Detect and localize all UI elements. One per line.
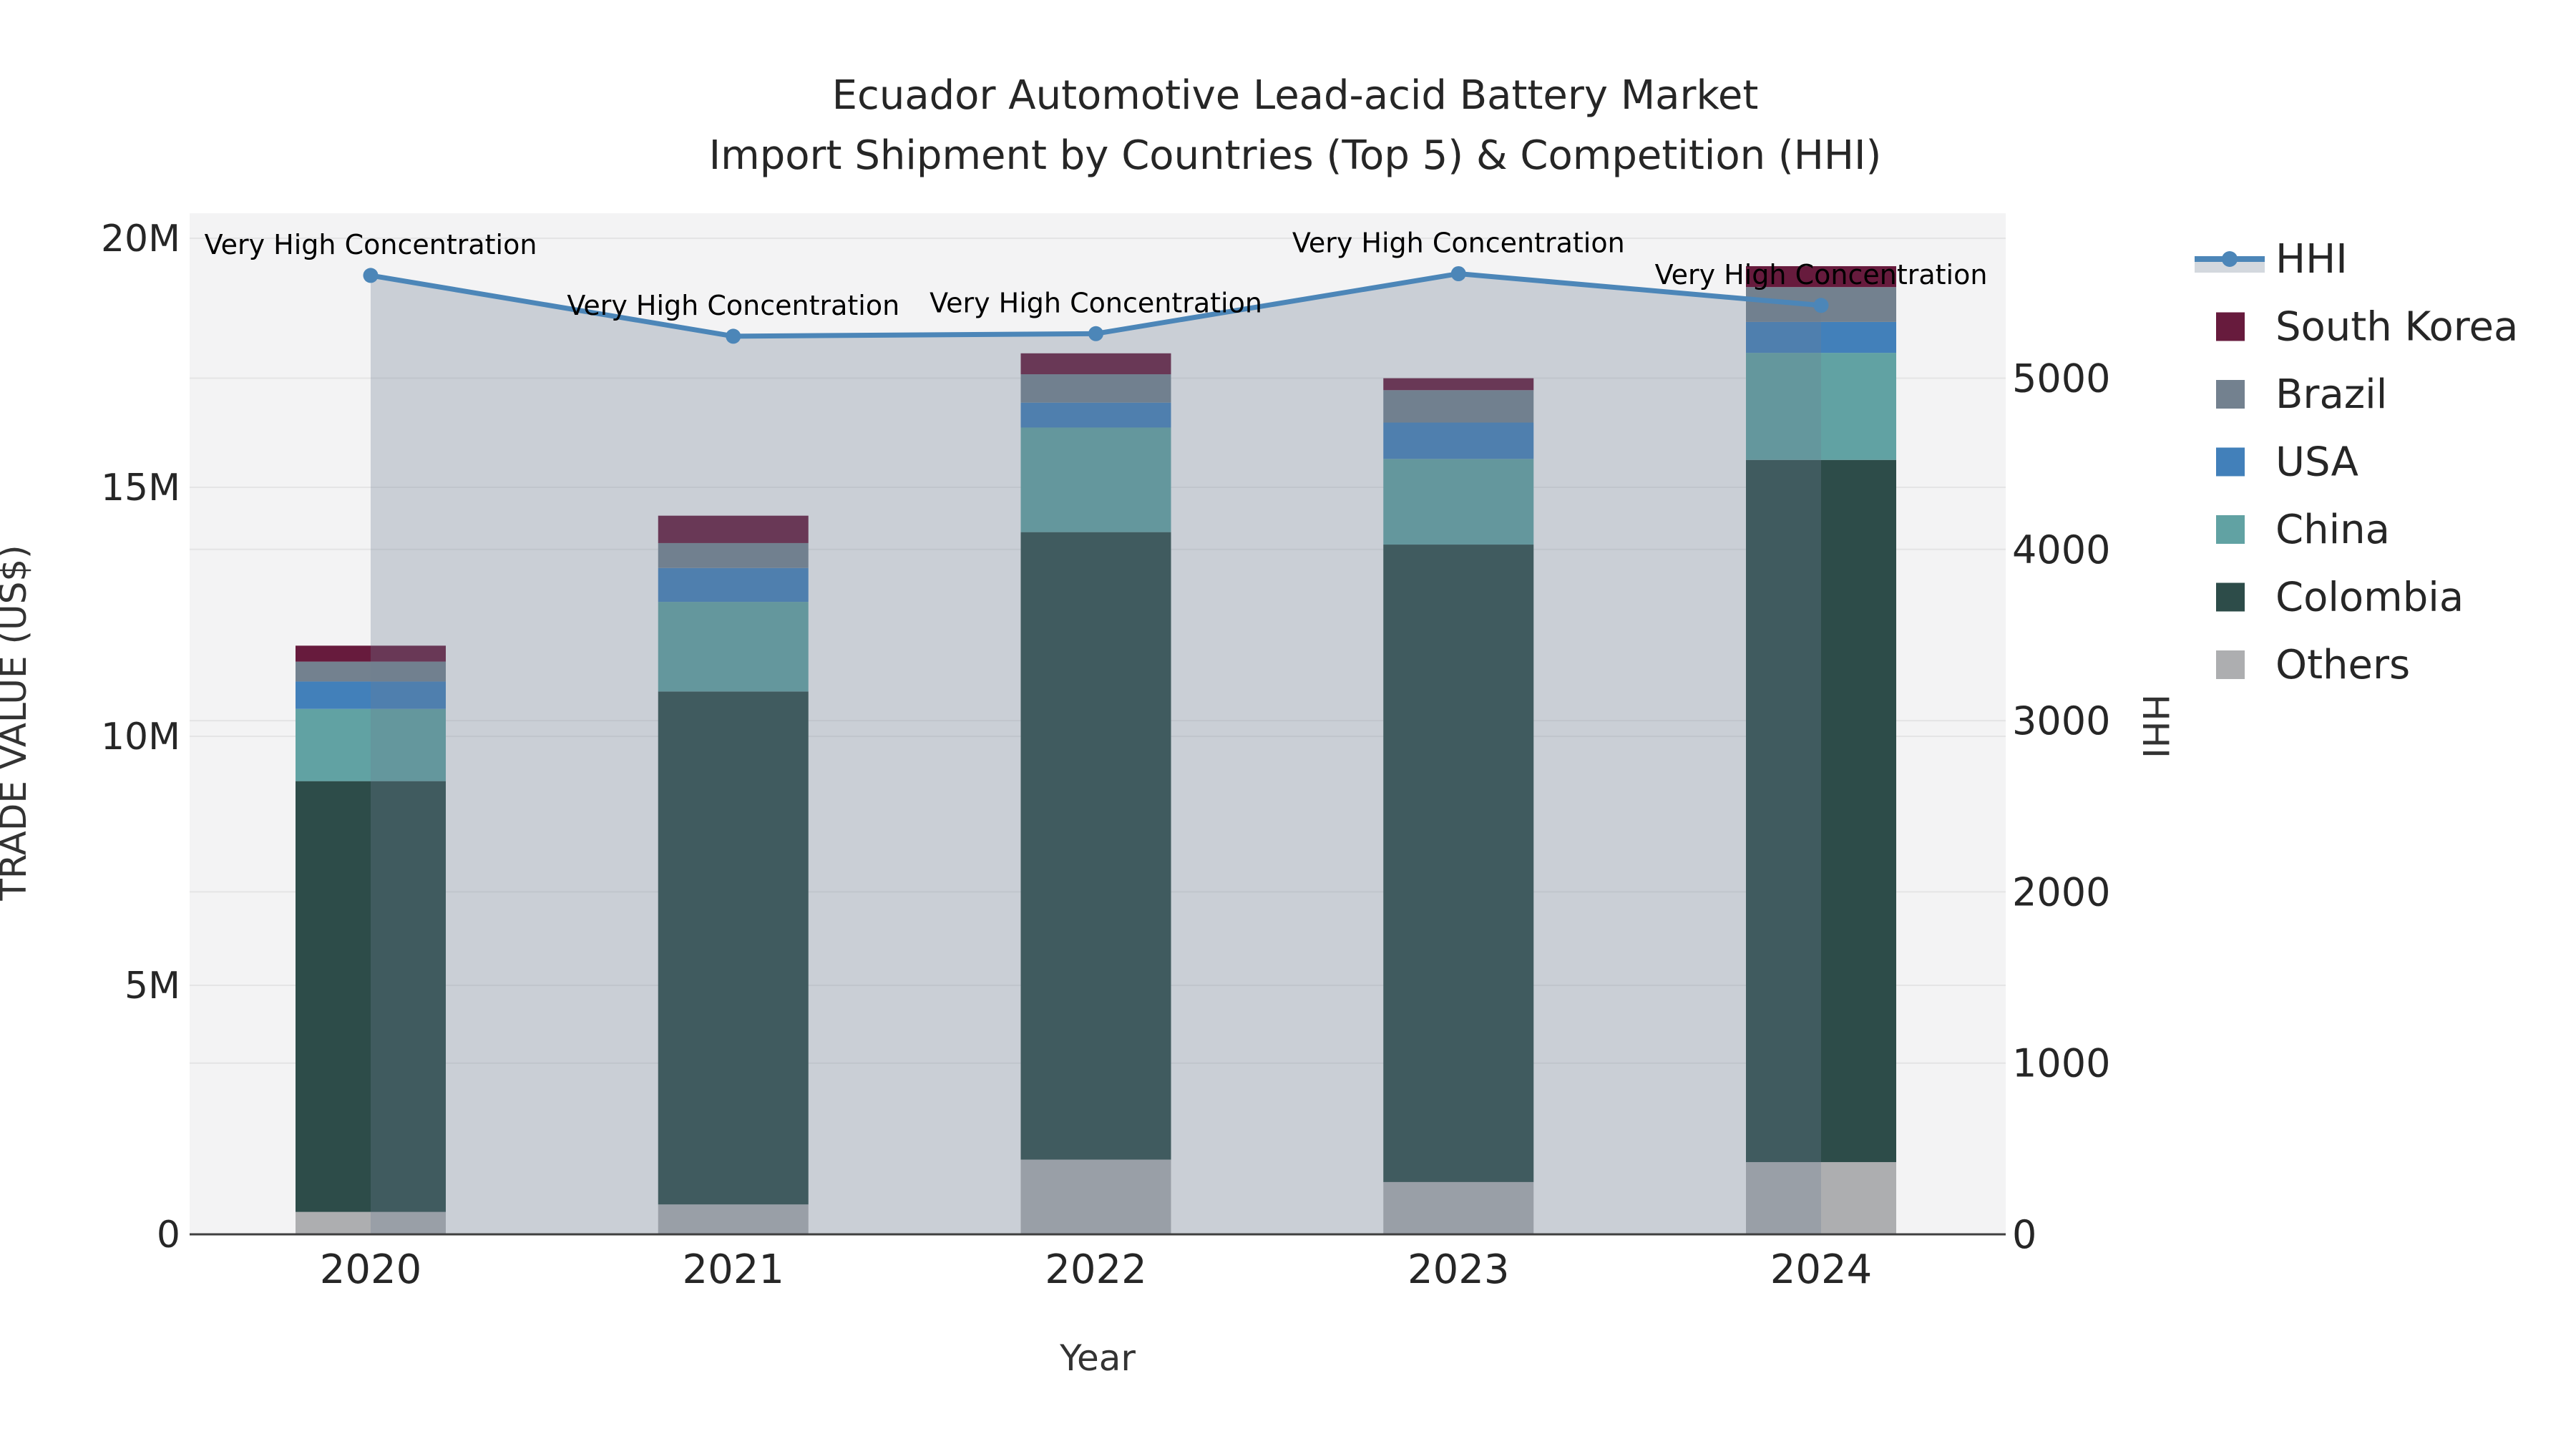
annotation-2023: Very High Concentration — [1292, 228, 1625, 259]
x-tick-2020: 2020 — [320, 1246, 422, 1293]
bar-segment-colombia-2020[interactable] — [296, 781, 446, 1212]
bar-segment-colombia-2021[interactable] — [658, 691, 809, 1205]
bar-segment-usa-2022[interactable] — [1020, 402, 1171, 428]
bar-segment-brazil-2021[interactable] — [658, 542, 809, 568]
legend-item-china[interactable]: China — [2216, 507, 2390, 553]
y-right-axis-title: HHI — [2135, 694, 2176, 758]
bar-segment-usa-2021[interactable] — [658, 567, 809, 602]
bar-segment-south-korea-2021[interactable] — [658, 515, 809, 543]
legend-hhi-marker — [2222, 251, 2238, 267]
x-axis-title: Year — [1059, 1337, 1136, 1379]
legend-label: HHI — [2275, 236, 2348, 283]
y-left-tick-0: 0 — [157, 1214, 180, 1257]
legend-item-others[interactable]: Others — [2216, 642, 2410, 688]
bar-segment-china-2021[interactable] — [658, 602, 809, 692]
legend-label: South Korea — [2275, 304, 2518, 351]
legend-label: China — [2275, 507, 2390, 553]
bar-segment-china-2020[interactable] — [296, 708, 446, 781]
bar-segment-others-2024[interactable] — [1746, 1162, 1896, 1234]
hhi-point-2022[interactable] — [1088, 326, 1103, 341]
hhi-area-fill — [371, 273, 1821, 1234]
y-left-tick-20M: 20M — [101, 218, 180, 260]
bar-segment-south-korea-2020[interactable] — [296, 645, 446, 662]
bar-segment-south-korea-2024[interactable] — [1746, 265, 1896, 288]
legend-item-south-korea[interactable]: South Korea — [2216, 304, 2518, 351]
x-tick-2022: 2022 — [1045, 1246, 1147, 1293]
chart-title-line1: Ecuador Automotive Lead-acid Battery Mar… — [832, 72, 1759, 119]
legend-swatch-colombia — [2216, 582, 2245, 612]
bar-segment-others-2022[interactable] — [1020, 1159, 1171, 1234]
hhi-point-2023[interactable] — [1450, 266, 1466, 281]
annotation-2022: Very High Concentration — [930, 287, 1262, 318]
bar-segment-south-korea-2023[interactable] — [1383, 378, 1534, 391]
x-tick-2021: 2021 — [682, 1246, 784, 1293]
chart-title-line2: Import Shipment by Countries (Top 5) & C… — [709, 132, 1882, 179]
y-right-tick-4000: 4000 — [2012, 527, 2110, 572]
bar-segment-china-2023[interactable] — [1383, 459, 1534, 545]
bar-segment-colombia-2022[interactable] — [1020, 532, 1171, 1160]
y-right-tick-1000: 1000 — [2012, 1041, 2110, 1086]
legend-label: Colombia — [2275, 575, 2464, 621]
legend-swatch-south-korea — [2216, 312, 2245, 341]
y-right-tick-0: 0 — [2012, 1212, 2036, 1257]
bar-segment-others-2023[interactable] — [1383, 1181, 1534, 1234]
bar-segment-others-2020[interactable] — [296, 1211, 446, 1234]
y-right-tick-5000: 5000 — [2012, 356, 2110, 401]
legend-swatch-china — [2216, 515, 2245, 544]
annotation-2020: Very High Concentration — [205, 229, 537, 260]
legend-label: Brazil — [2275, 371, 2387, 418]
bar-segment-usa-2023[interactable] — [1383, 422, 1534, 459]
annotation-2021: Very High Concentration — [567, 290, 899, 321]
legend-swatch-usa — [2216, 447, 2245, 477]
legend-swatch-others — [2216, 650, 2245, 679]
hhi-point-2024[interactable] — [1813, 298, 1829, 313]
y-left-tick-5M: 5M — [125, 965, 180, 1008]
bar-segment-brazil-2022[interactable] — [1020, 374, 1171, 403]
y-left-tick-15M: 15M — [101, 467, 180, 509]
bar-segment-brazil-2023[interactable] — [1383, 390, 1534, 423]
annotation-2024: Very High Concentration — [1655, 259, 1988, 291]
hhi-point-2020[interactable] — [363, 268, 379, 283]
legend-item-colombia[interactable]: Colombia — [2216, 575, 2464, 621]
bar-segment-usa-2024[interactable] — [1746, 321, 1896, 353]
x-tick-2024: 2024 — [1770, 1246, 1873, 1293]
legend-label: USA — [2275, 439, 2358, 486]
legend-swatch-brazil — [2216, 380, 2245, 409]
bar-segment-usa-2020[interactable] — [296, 681, 446, 709]
bar-segment-brazil-2020[interactable] — [296, 661, 446, 682]
bar-segment-china-2024[interactable] — [1746, 353, 1896, 460]
legend-item-usa[interactable]: USA — [2216, 439, 2358, 486]
bar-segment-south-korea-2022[interactable] — [1020, 353, 1171, 375]
legend-label: Others — [2275, 642, 2410, 688]
bar-segment-others-2021[interactable] — [658, 1204, 809, 1234]
y-left-axis-title: TRADE VALUE (US$) — [0, 545, 34, 901]
y-right-tick-3000: 3000 — [2012, 698, 2110, 743]
legend-item-hhi[interactable]: HHI — [2195, 236, 2348, 283]
bar-segment-china-2022[interactable] — [1020, 427, 1171, 532]
legend-item-brazil[interactable]: Brazil — [2216, 371, 2387, 418]
x-tick-2023: 2023 — [1407, 1246, 1510, 1293]
y-right-tick-2000: 2000 — [2012, 869, 2110, 914]
bar-segment-colombia-2024[interactable] — [1746, 459, 1896, 1163]
hhi-point-2021[interactable] — [726, 328, 741, 344]
bar-segment-colombia-2023[interactable] — [1383, 545, 1534, 1182]
y-left-tick-10M: 10M — [101, 716, 180, 758]
